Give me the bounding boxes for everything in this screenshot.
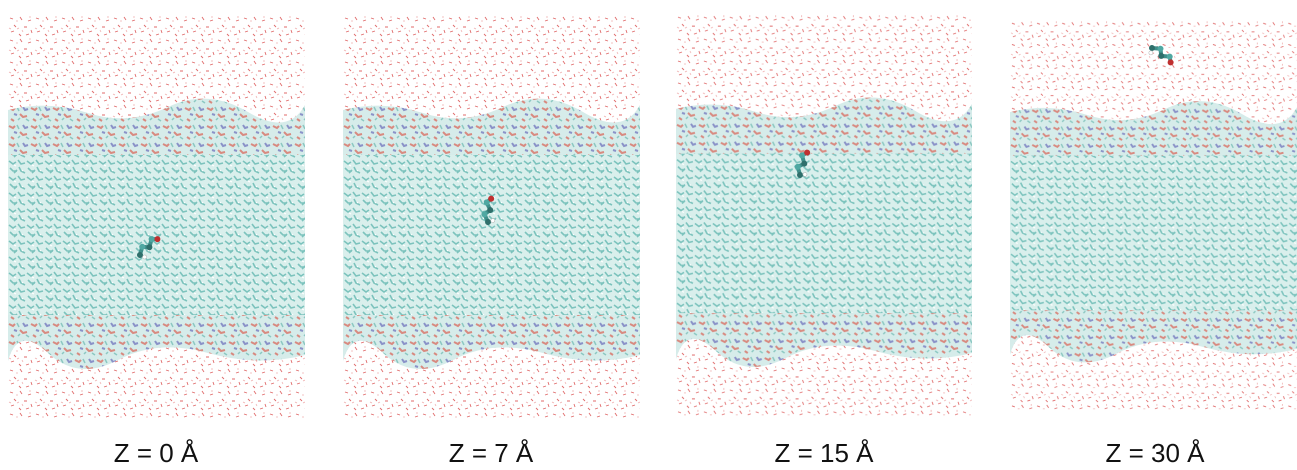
panel-label: Z = 7 Å <box>449 438 534 468</box>
panel <box>8 15 305 420</box>
panel-label: Z = 30 Å <box>1106 438 1206 468</box>
panel-label: Z = 0 Å <box>114 438 199 468</box>
panel <box>1010 20 1297 412</box>
panel <box>676 14 972 418</box>
panel-label: Z = 15 Å <box>775 438 875 468</box>
panel <box>343 15 640 420</box>
